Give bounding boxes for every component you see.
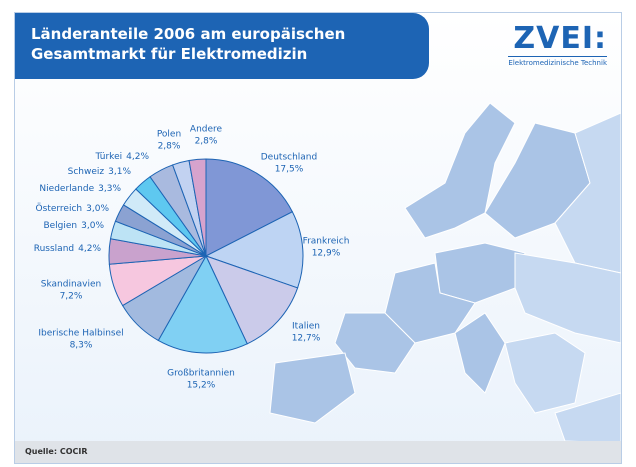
footer: Quelle: COCIR — [15, 441, 621, 463]
slice-label: Belgien — [43, 221, 77, 231]
value-label: 17,5% — [275, 165, 304, 175]
value-label: 2,8% — [158, 142, 181, 152]
slice-label: Österreich — [36, 203, 83, 214]
source: Quelle: COCIR — [25, 447, 88, 456]
value-label: 3,3% — [98, 184, 121, 194]
slice-label-group: Schweiz 3,1% — [68, 167, 132, 177]
chart-title: Länderanteile 2006 am europäischen Gesam… — [31, 25, 346, 63]
pie-slice — [204, 211, 304, 289]
slice-label: Schweiz — [68, 167, 105, 177]
slice-label: Iberische Halbinsel — [38, 329, 123, 339]
value-label: 8,3% — [70, 341, 93, 351]
slice-label-group: Russland 4,2% — [34, 244, 102, 254]
slice-label: Italien — [292, 322, 320, 332]
header: Länderanteile 2006 am europäischen Gesam… — [15, 13, 429, 79]
pie-slice — [205, 158, 294, 257]
value-label: 12,7% — [292, 334, 321, 344]
slice-label-group: Türkei 4,2% — [95, 152, 150, 162]
value-label: 4,2% — [126, 152, 149, 162]
pie-slice — [205, 255, 299, 345]
logo-subtitle: Elektromedizinische Technik — [508, 56, 607, 67]
value-label: 2,8% — [195, 137, 218, 147]
value-label: 3,0% — [86, 204, 109, 214]
slice-label: Türkei — [95, 152, 123, 162]
map-background — [269, 102, 621, 444]
slice-label: Deutschland — [261, 153, 317, 163]
logo: ZVEI: Elektromedizinische Technik — [508, 21, 607, 67]
value-label: 4,2% — [78, 244, 101, 254]
slice-label-group: Belgien 3,0% — [43, 221, 104, 231]
logo-word: ZVEI: — [513, 21, 607, 56]
slice-label: Andere — [190, 125, 223, 135]
pie-slice — [188, 158, 207, 257]
slice-label: Großbritannien — [167, 369, 235, 379]
slice-label: Frankreich — [303, 237, 350, 247]
value-label: 3,1% — [108, 167, 131, 177]
pie-slice — [157, 254, 248, 354]
chart-frame: Deutschland 17,5% Frankreich 12,9% Italien 12… — [14, 12, 622, 464]
slice-label-group: Niederlande 3,3% — [39, 184, 121, 194]
value-label: 15,2% — [187, 381, 216, 391]
value-label: 3,0% — [81, 221, 104, 231]
chart: Deutschland 17,5% Frankreich 12,9% Italien 12… — [34, 102, 621, 444]
slice-label-group: Österreich 3,0% — [36, 203, 110, 214]
slice-label: Polen — [157, 130, 181, 140]
slice-label: Niederlande — [39, 184, 94, 194]
slice-label: Russland — [34, 244, 74, 254]
value-label: 7,2% — [60, 292, 83, 302]
slice-label: Skandinavien — [41, 280, 102, 290]
value-label: 12,9% — [312, 249, 341, 259]
